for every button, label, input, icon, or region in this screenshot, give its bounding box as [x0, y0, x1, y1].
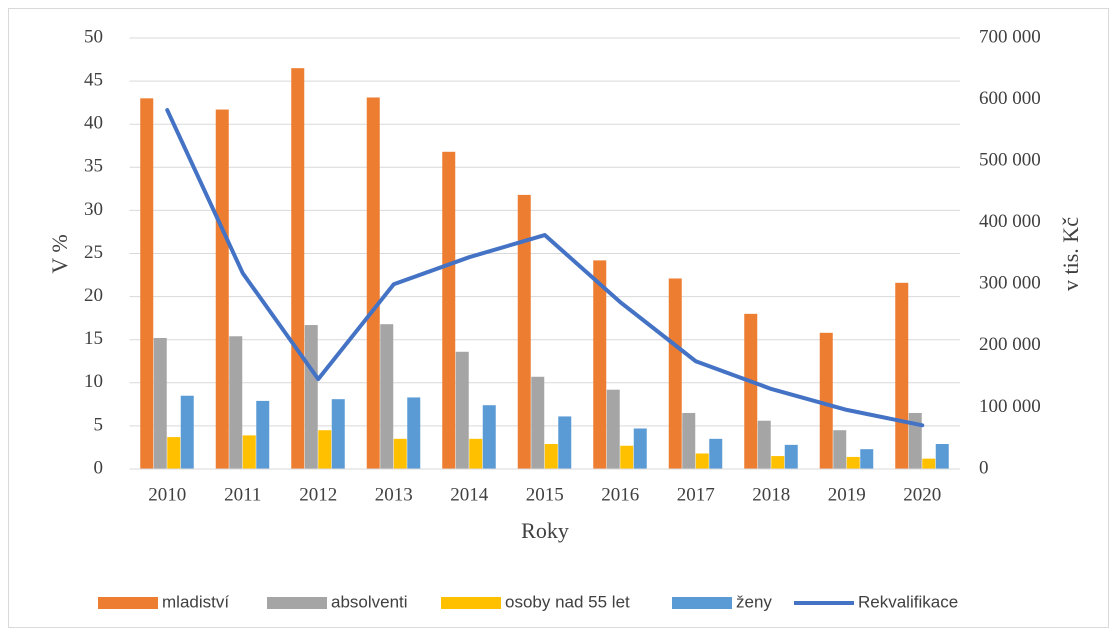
bar — [819, 332, 833, 469]
y2-axis-title: v tis. Kč — [1058, 217, 1083, 291]
y-tick-label: 50 — [84, 26, 103, 47]
bar — [784, 444, 798, 469]
bar — [366, 97, 380, 469]
legend-text: Rekvalifikace — [858, 592, 958, 611]
y2-tick-label: 600 000 — [979, 88, 1041, 109]
x-tick-label: 2014 — [450, 484, 489, 505]
bar — [331, 399, 345, 469]
legend-swatch — [441, 597, 501, 609]
bar — [922, 458, 936, 469]
bar — [833, 430, 847, 469]
bar — [291, 68, 305, 470]
legend-swatch — [267, 597, 327, 609]
y-tick-label: 15 — [84, 328, 103, 349]
y2-tick-label: 0 — [979, 457, 989, 478]
bar — [757, 420, 771, 469]
y-tick-label: 35 — [84, 156, 103, 177]
legend-text: mladiství — [162, 592, 229, 611]
bar — [469, 438, 483, 469]
bar — [140, 98, 154, 469]
bar — [709, 438, 723, 469]
bar — [695, 453, 709, 469]
x-tick-label: 2016 — [601, 484, 639, 505]
legend-text: osoby nad 55 let — [505, 592, 630, 611]
x-tick-label: 2018 — [752, 484, 790, 505]
x-axis-title: Roky — [521, 518, 569, 543]
y-axis-title: V % — [47, 234, 72, 273]
bar — [304, 325, 318, 469]
bar — [860, 449, 874, 469]
bar — [407, 397, 421, 469]
bar — [180, 395, 194, 469]
x-tick-label: 2017 — [677, 484, 715, 505]
legend-swatch — [672, 597, 732, 609]
bar — [380, 324, 394, 469]
bar — [256, 400, 270, 469]
bar — [606, 389, 620, 469]
y-tick-label: 25 — [84, 242, 103, 263]
y-tick-label: 0 — [94, 457, 104, 478]
y2-tick-label: 100 000 — [979, 396, 1041, 417]
bar — [895, 282, 909, 469]
bar — [544, 444, 558, 469]
y-tick-label: 45 — [84, 69, 103, 90]
x-tick-label: 2015 — [526, 484, 564, 505]
chart-border — [8, 8, 1109, 628]
bar — [668, 278, 682, 469]
y2-tick-label: 200 000 — [979, 334, 1041, 355]
x-tick-label: 2019 — [828, 484, 866, 505]
bar — [242, 435, 256, 469]
bar — [935, 444, 949, 469]
bar — [153, 337, 167, 469]
y2-tick-label: 700 000 — [979, 26, 1041, 47]
x-tick-label: 2011 — [224, 484, 261, 505]
bar — [167, 437, 181, 469]
y-tick-label: 10 — [84, 371, 103, 392]
bar — [318, 430, 332, 469]
bar — [846, 456, 860, 469]
bar — [771, 456, 785, 469]
y-tick-label: 40 — [84, 113, 103, 134]
bar — [442, 151, 456, 469]
bar — [633, 428, 647, 469]
y-tick-label: 5 — [94, 414, 104, 435]
line-series — [165, 108, 925, 428]
legend-text: absolventi — [331, 592, 408, 611]
bar — [229, 336, 243, 469]
y-tick-label: 20 — [84, 285, 103, 306]
bar — [908, 412, 922, 469]
bar — [744, 313, 758, 469]
bar — [482, 405, 496, 469]
y-tick-label: 30 — [84, 199, 103, 220]
legend-swatch — [98, 597, 158, 609]
x-tick-label: 2010 — [148, 484, 186, 505]
bar — [455, 351, 469, 469]
x-tick-label: 2012 — [299, 484, 337, 505]
x-tick-label: 2013 — [375, 484, 413, 505]
bar — [517, 194, 531, 469]
bar — [558, 416, 572, 469]
bar — [620, 445, 634, 469]
bar — [531, 376, 545, 469]
bar — [393, 438, 407, 469]
bar — [215, 109, 229, 470]
bar — [593, 260, 607, 469]
y2-tick-label: 500 000 — [979, 150, 1041, 171]
x-tick-label: 2020 — [903, 484, 941, 505]
bar — [682, 412, 696, 469]
y2-tick-label: 300 000 — [979, 273, 1041, 294]
y2-tick-label: 400 000 — [979, 211, 1041, 232]
legend-text: ženy — [736, 592, 772, 611]
